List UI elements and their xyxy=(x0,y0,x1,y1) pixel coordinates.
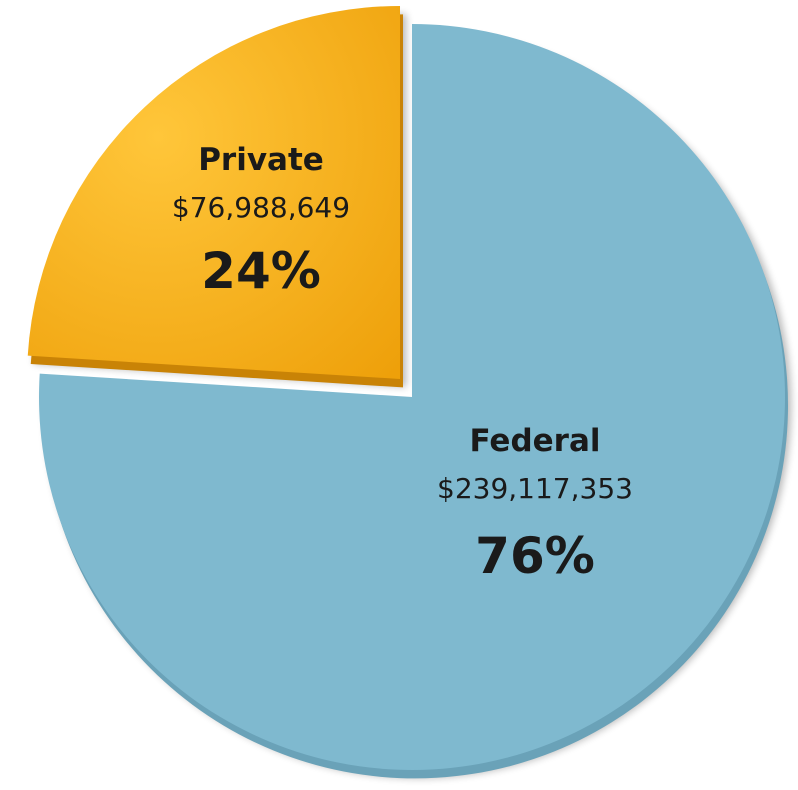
federal-slice-label: Federal xyxy=(470,423,601,459)
federal-label-group: Federal $239,117,353 76% xyxy=(437,423,633,585)
private-slice-value: $76,988,649 xyxy=(172,191,350,224)
pie-slices xyxy=(27,6,786,771)
private-slice-label: Private xyxy=(198,142,324,178)
private-slice-percent: 24% xyxy=(201,242,321,300)
private-label-group: Private $76,988,649 24% xyxy=(172,142,350,300)
federal-slice-percent: 76% xyxy=(475,527,595,585)
private-slice xyxy=(27,6,401,379)
federal-slice xyxy=(38,24,786,771)
federal-slice-value: $239,117,353 xyxy=(437,472,633,505)
